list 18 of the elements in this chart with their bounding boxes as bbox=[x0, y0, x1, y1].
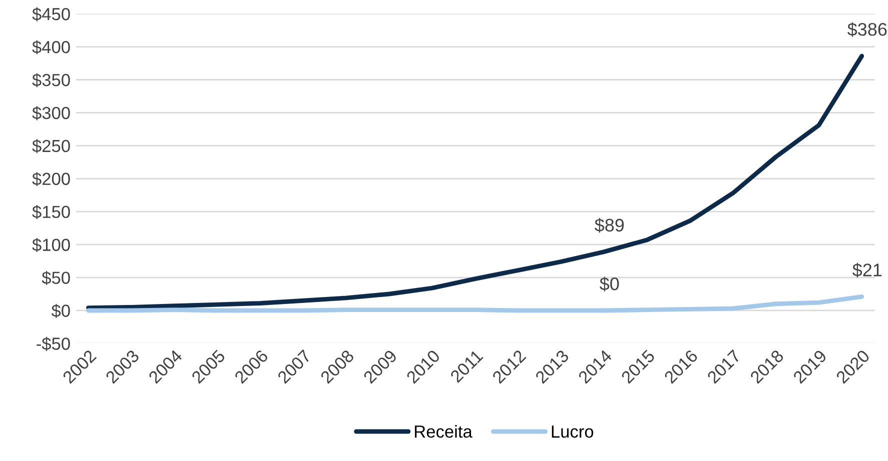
y-tick-label: $400 bbox=[32, 40, 70, 54]
annotation: $386 bbox=[847, 22, 887, 37]
y-tick-label: $0 bbox=[51, 304, 70, 318]
y-tick-label: -$50 bbox=[36, 336, 70, 351]
y-tick-label: $100 bbox=[32, 238, 70, 252]
line-series bbox=[86, 294, 864, 313]
y-tick-label: $150 bbox=[32, 205, 70, 220]
y-tick-label: $450 bbox=[32, 7, 70, 22]
y-tick-label: $350 bbox=[32, 73, 70, 88]
y-tick-label: $250 bbox=[32, 139, 70, 154]
y-tick-label: $300 bbox=[32, 106, 70, 120]
legend-label: Lucro bbox=[552, 426, 594, 438]
annotation: $0 bbox=[600, 276, 619, 292]
annotation: $89 bbox=[594, 218, 624, 233]
y-tick-label: $50 bbox=[42, 270, 70, 286]
y-tick-label: $200 bbox=[32, 172, 70, 186]
legend-label: Receita bbox=[414, 424, 472, 438]
annotation: $21 bbox=[852, 262, 882, 278]
